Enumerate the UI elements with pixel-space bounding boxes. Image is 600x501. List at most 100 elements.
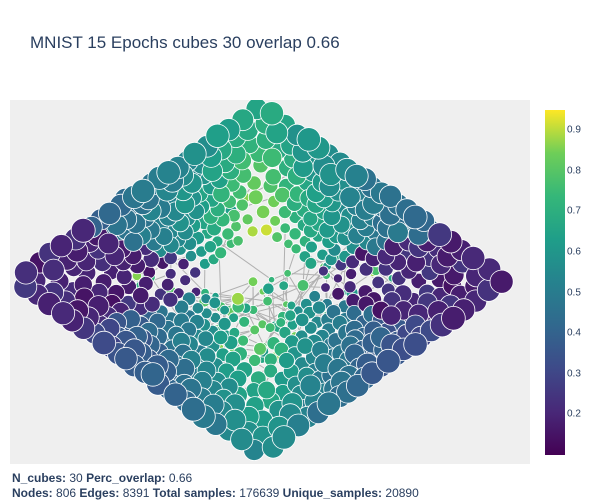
graph-node[interactable] <box>254 343 267 356</box>
graph-node[interactable] <box>313 301 326 314</box>
graph-node[interactable] <box>238 335 249 346</box>
graph-node[interactable] <box>248 277 258 287</box>
graph-node[interactable] <box>266 122 288 144</box>
colorbar-gradient <box>545 110 565 455</box>
graph-node[interactable] <box>204 241 216 253</box>
graph-node[interactable] <box>236 199 248 211</box>
graph-node[interactable] <box>263 148 282 167</box>
graph-node[interactable] <box>318 266 328 276</box>
graph-node[interactable] <box>317 392 341 416</box>
graph-node[interactable] <box>222 228 234 240</box>
graph-node[interactable] <box>231 428 253 450</box>
graph-node[interactable] <box>157 161 181 185</box>
graph-node[interactable] <box>285 310 296 321</box>
graph-edge <box>217 241 271 279</box>
plot-area[interactable] <box>10 100 530 464</box>
graph-node[interactable] <box>165 268 176 279</box>
graph-node[interactable] <box>462 246 485 269</box>
graph-node[interactable] <box>284 270 292 278</box>
graph-node[interactable] <box>300 375 321 396</box>
graph-node[interactable] <box>115 347 138 370</box>
colorbar-tick-label: 0.9 <box>567 125 581 136</box>
colorbar-tick-label: 0.8 <box>567 165 581 176</box>
graph-node[interactable] <box>247 226 258 237</box>
graph-node[interactable] <box>232 293 245 306</box>
graph-node[interactable] <box>248 190 263 205</box>
colorbar-tick-label: 0.3 <box>567 368 581 379</box>
graph-node[interactable] <box>256 205 269 218</box>
graph-node[interactable] <box>345 164 368 187</box>
graph-node[interactable] <box>224 409 246 431</box>
graph-node[interactable] <box>206 124 229 147</box>
graph-node[interactable] <box>258 381 276 399</box>
graph-node[interactable] <box>332 288 345 301</box>
colorbar-tick-label: 0.5 <box>567 287 581 298</box>
chart-title: MNIST 15 Epochs cubes 30 overlap 0.66 <box>30 33 340 53</box>
graph-node[interactable] <box>183 142 206 165</box>
graph-node[interactable] <box>198 331 214 347</box>
colorbar-tick-label: 0.6 <box>567 247 581 258</box>
graph-stats: N_cubes: 30 Perc_overlap: 0.66 Nodes: 80… <box>12 471 419 501</box>
mapper-graph[interactable] <box>10 100 530 464</box>
graph-node[interactable] <box>376 349 400 373</box>
graph-node[interactable] <box>490 270 513 293</box>
graph-node[interactable] <box>305 258 317 270</box>
graph-node[interactable] <box>296 313 309 326</box>
graph-node[interactable] <box>233 236 243 246</box>
graph-node[interactable] <box>260 102 283 125</box>
graph-node[interactable] <box>178 258 189 269</box>
graph-node[interactable] <box>333 274 342 283</box>
graph-node[interactable] <box>276 318 286 328</box>
graph-node[interactable] <box>382 306 401 325</box>
graph-node[interactable] <box>270 216 281 227</box>
graph-node[interactable] <box>291 244 301 254</box>
graph-node[interactable] <box>209 297 221 309</box>
graph-node[interactable] <box>239 316 250 327</box>
graph-node[interactable] <box>442 306 466 330</box>
graph-node[interactable] <box>220 305 230 315</box>
graph-node[interactable] <box>306 241 318 253</box>
graph-node[interactable] <box>116 269 132 285</box>
graph-node[interactable] <box>272 426 296 450</box>
graph-node[interactable] <box>43 259 65 281</box>
graph-node[interactable] <box>181 397 205 421</box>
graph-node[interactable] <box>180 275 191 286</box>
graph-node[interactable] <box>297 280 309 292</box>
graph-node[interactable] <box>279 281 289 291</box>
graph-node[interactable] <box>279 353 295 369</box>
graph-node[interactable] <box>321 283 331 293</box>
graph-node[interactable] <box>163 292 178 307</box>
graph-node[interactable] <box>268 277 274 283</box>
graph-node[interactable] <box>263 283 274 294</box>
graph-node[interactable] <box>263 296 273 306</box>
graph-node[interactable] <box>124 232 143 251</box>
graph-node[interactable] <box>265 323 275 333</box>
graph-node[interactable] <box>161 278 174 291</box>
graph-node[interactable] <box>404 333 428 357</box>
graph-node[interactable] <box>50 235 72 257</box>
graph-node[interactable] <box>14 261 37 284</box>
graph-node[interactable] <box>250 325 260 335</box>
graph-node[interactable] <box>403 205 427 229</box>
graph-node[interactable] <box>297 338 313 354</box>
graph-node[interactable] <box>52 302 75 325</box>
graph-node[interactable] <box>280 223 291 234</box>
graph-node[interactable] <box>71 218 95 242</box>
graph-node[interactable] <box>297 128 321 152</box>
graph-node[interactable] <box>98 202 120 224</box>
graph-node[interactable] <box>133 287 149 303</box>
graph-node[interactable] <box>131 179 154 202</box>
graph-node[interactable] <box>346 268 357 279</box>
graph-node[interactable] <box>98 233 119 254</box>
graph-node[interactable] <box>218 317 231 330</box>
graph-node[interactable] <box>92 331 116 355</box>
graph-node[interactable] <box>190 267 201 278</box>
graph-node[interactable] <box>261 224 273 236</box>
graph-node[interactable] <box>272 232 283 243</box>
graph-node[interactable] <box>214 330 228 344</box>
graph-node[interactable] <box>344 281 356 293</box>
graph-node[interactable] <box>309 291 321 303</box>
graph-node[interactable] <box>141 363 165 387</box>
graph-node[interactable] <box>242 214 253 225</box>
graph-node[interactable] <box>428 223 452 247</box>
